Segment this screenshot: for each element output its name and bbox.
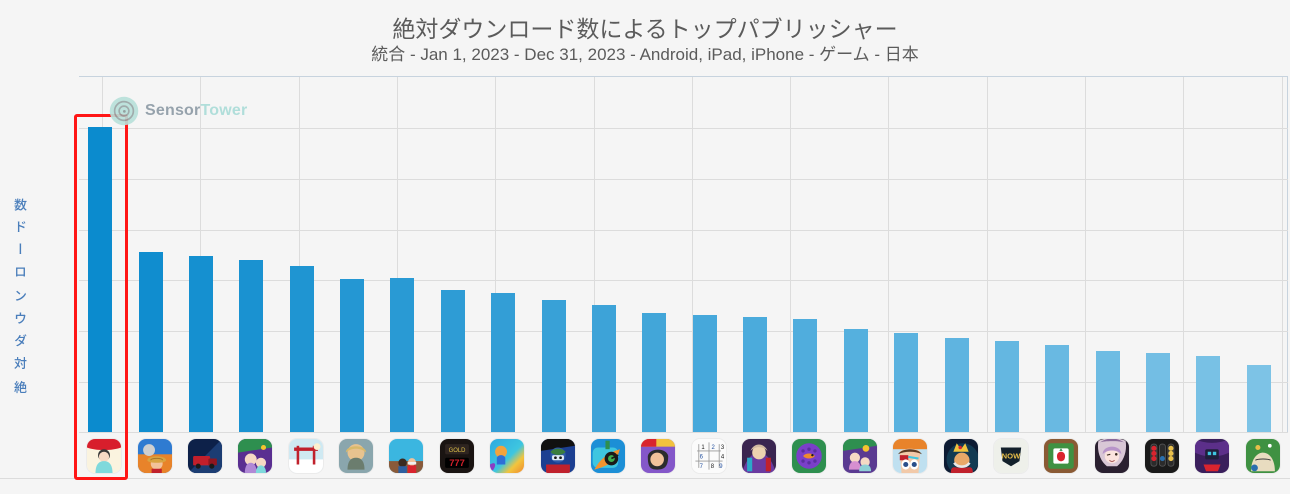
svg-text:777: 777 xyxy=(449,458,465,468)
svg-text:NOW: NOW xyxy=(1002,452,1021,461)
svg-text:2: 2 xyxy=(711,445,714,451)
svg-text:7: 7 xyxy=(699,464,702,470)
svg-text:GOLD: GOLD xyxy=(448,448,465,454)
